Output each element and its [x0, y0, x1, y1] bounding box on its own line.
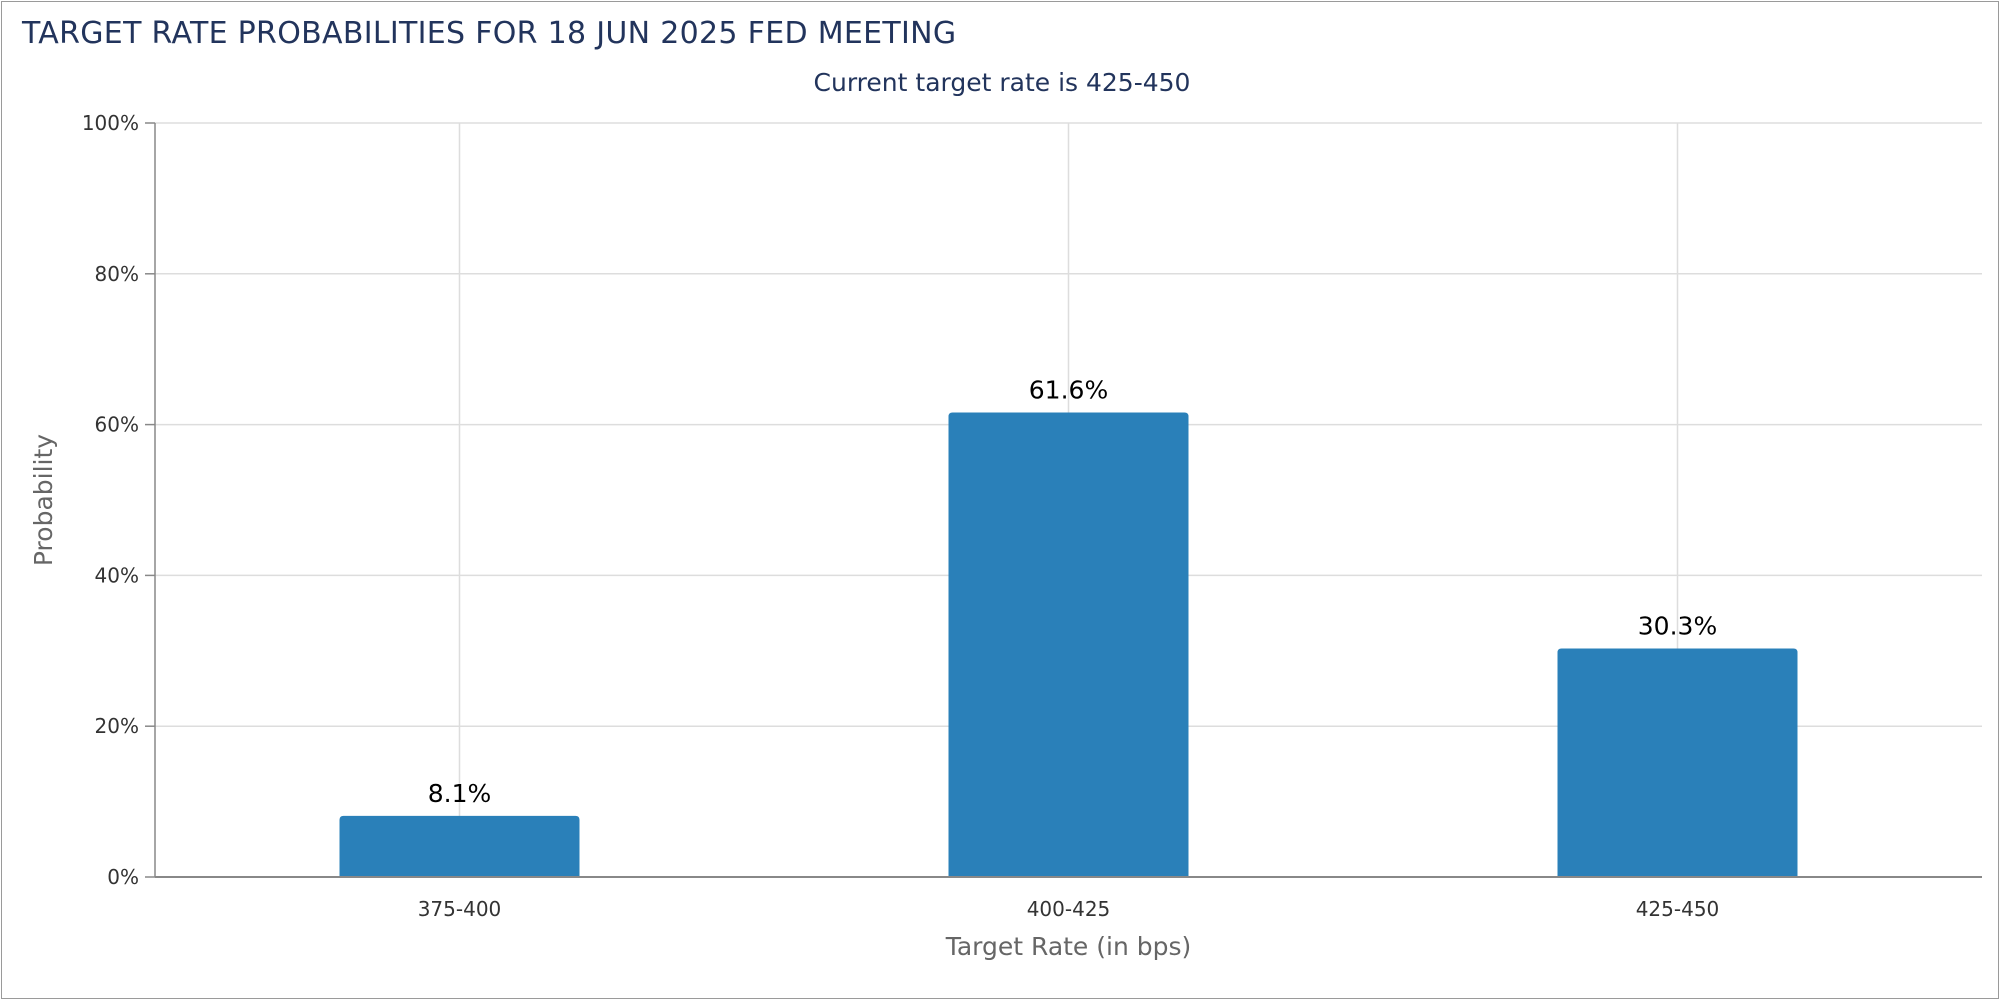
bars [339, 412, 1798, 877]
y-axis-title: Probability [29, 434, 58, 566]
chart-title: TARGET RATE PROBABILITIES FOR 18 JUN 202… [22, 16, 957, 51]
y-tick-label: 20% [95, 714, 139, 738]
labels: 0% 20% 40% 60% 80% 100% 8.1% 375-400 61.6% 400-42… [82, 111, 1719, 921]
x-tick-label: 375-400 [418, 897, 502, 921]
bar-425-450[interactable] [1557, 648, 1798, 877]
x-tick-label: 400-425 [1027, 897, 1111, 921]
x-tick-label: 425-450 [1636, 897, 1720, 921]
y-tick-label: 40% [95, 563, 139, 587]
y-tick-label: 60% [95, 413, 139, 437]
data-label: 61.6% [1029, 376, 1108, 405]
bar-400-425[interactable] [948, 412, 1189, 877]
y-tick-label: 80% [95, 262, 139, 286]
data-label: 8.1% [428, 779, 492, 808]
data-label: 30.3% [1638, 612, 1717, 641]
axes [145, 122, 1982, 878]
x-axis-title: Target Rate (in bps) [945, 932, 1192, 961]
bar-375-400[interactable] [339, 815, 580, 877]
y-tick-label: 100% [82, 111, 139, 135]
y-tick-label: 0% [107, 865, 139, 889]
chart-subtitle: Current target rate is 425-450 [813, 68, 1191, 97]
